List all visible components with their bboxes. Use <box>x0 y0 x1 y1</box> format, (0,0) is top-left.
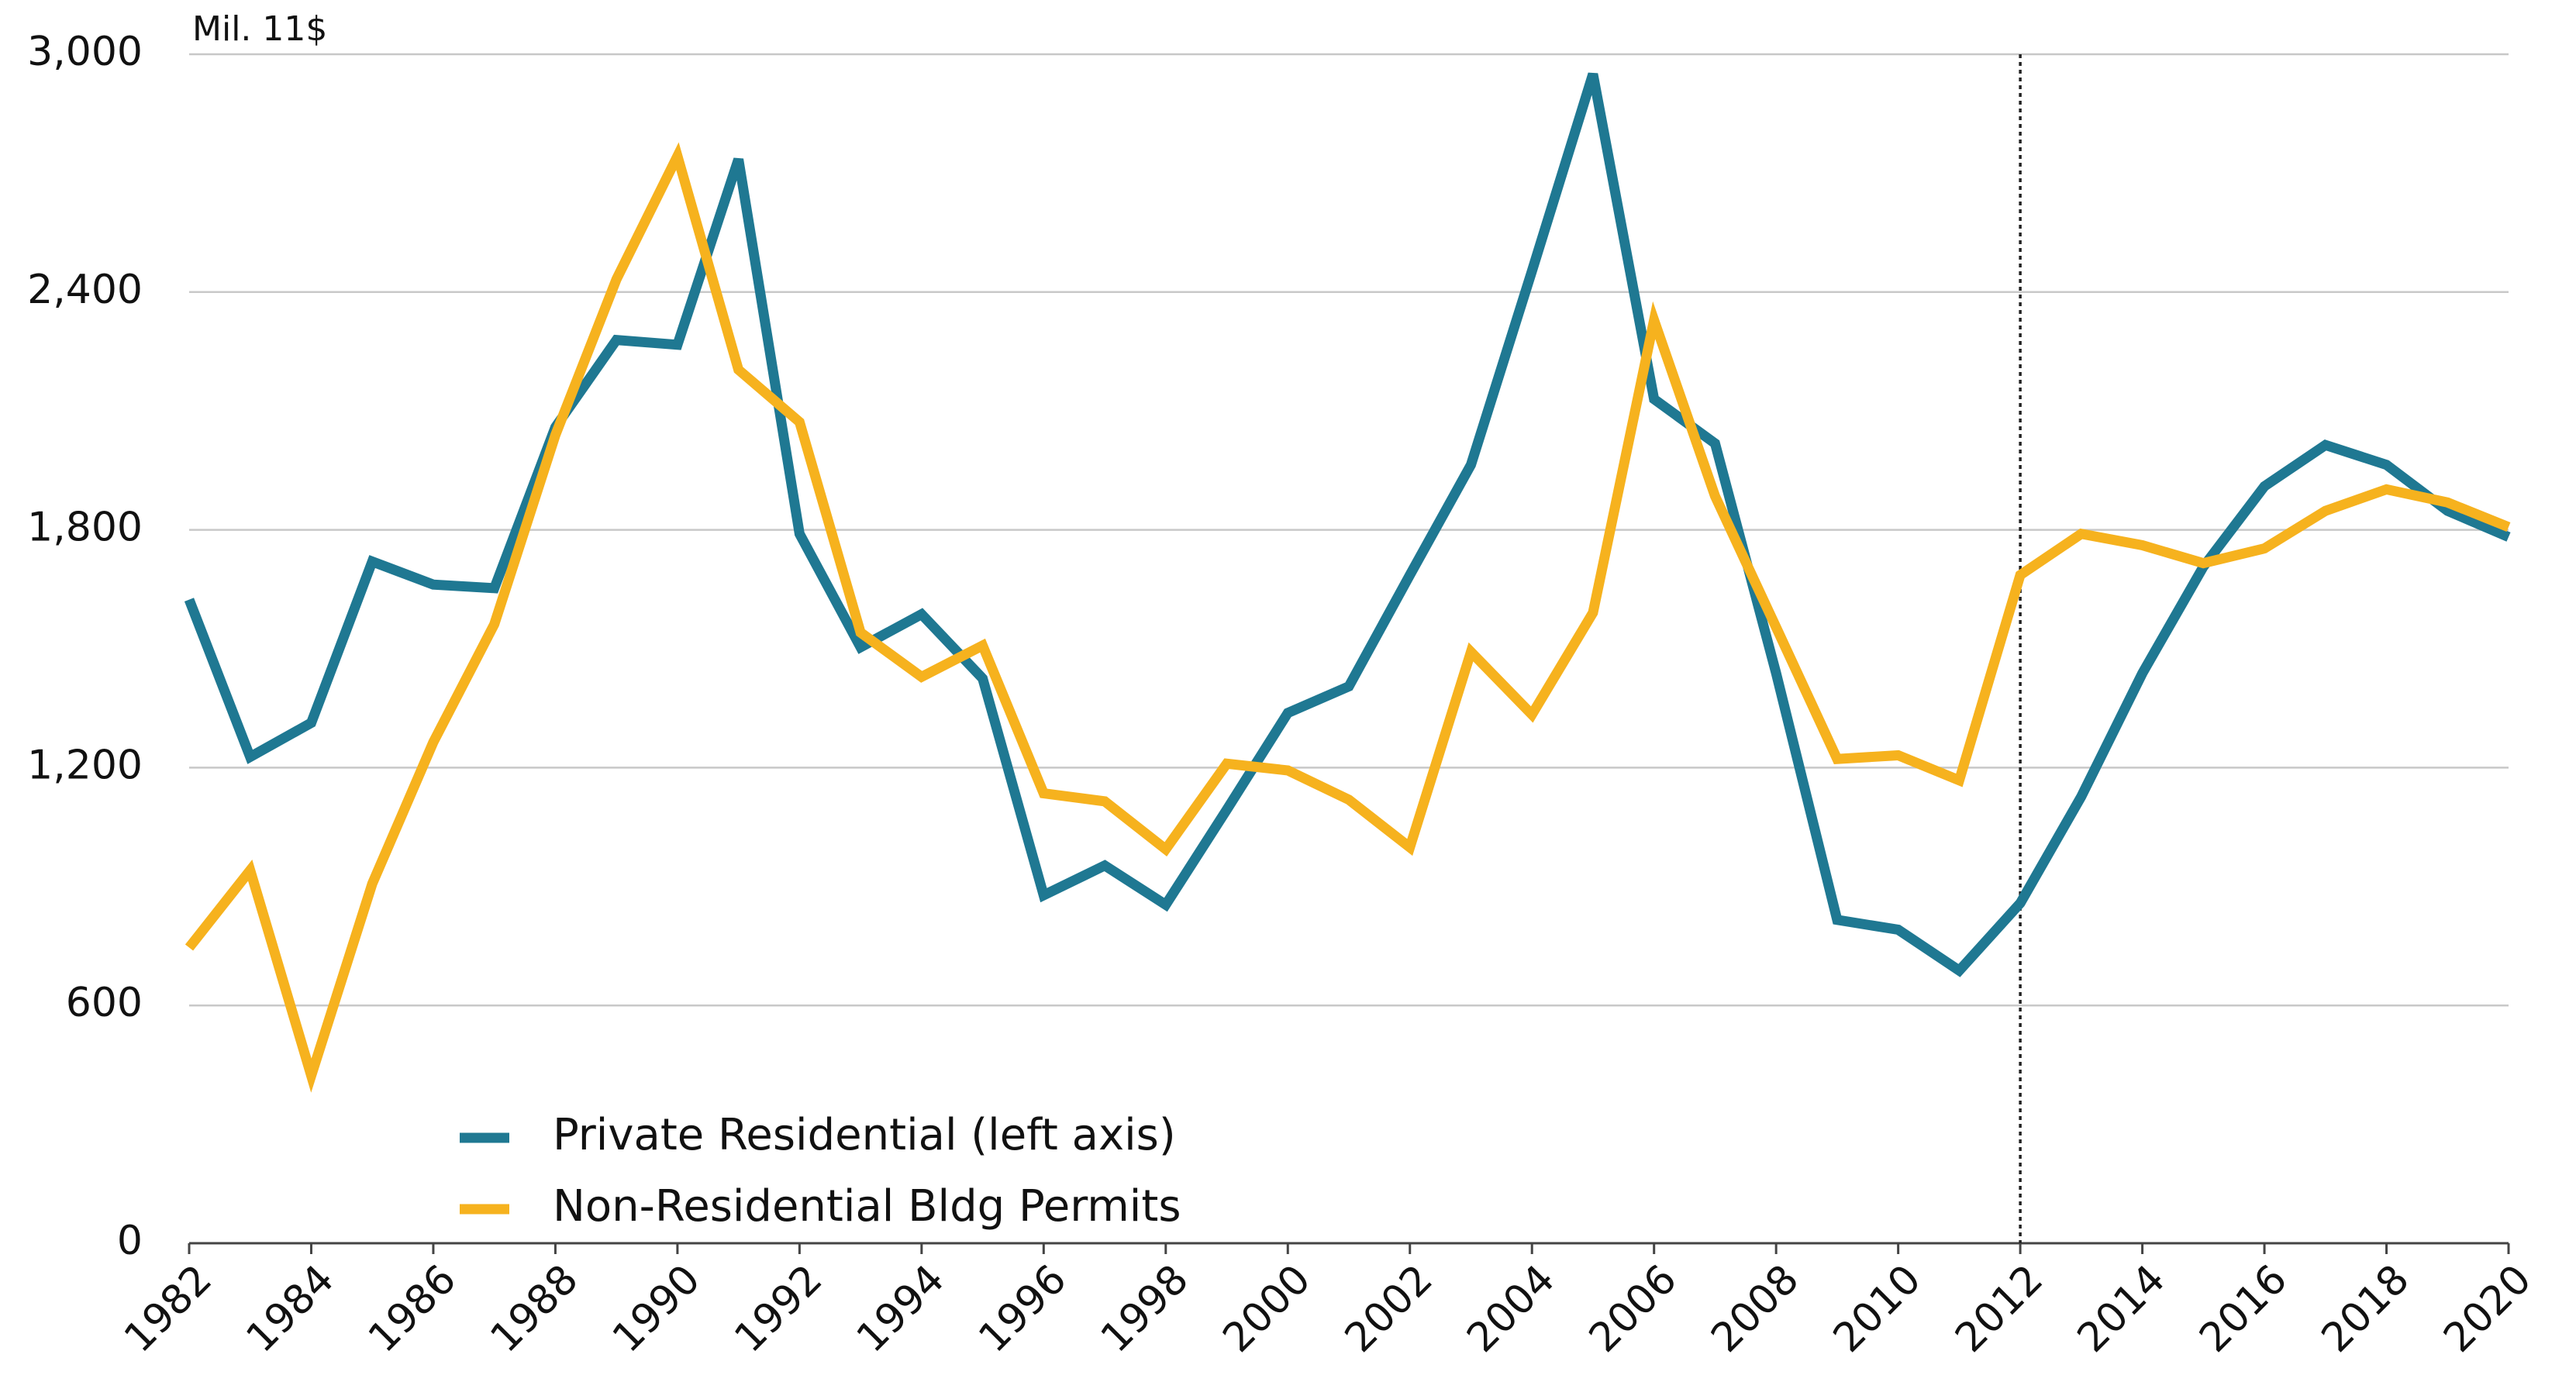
y-axis-label: Mil. 11$ <box>192 9 327 49</box>
x-tick-label: 1988 <box>482 1256 588 1362</box>
x-tick-label: 1996 <box>970 1256 1075 1362</box>
x-tick-label: 2012 <box>1947 1256 2052 1362</box>
series-line <box>184 142 2511 1093</box>
x-tick-label: 2010 <box>1825 1256 1930 1362</box>
y-tick-label: 1,200 <box>27 742 143 788</box>
x-tick-label: 2018 <box>2313 1256 2419 1362</box>
legend-label: Non-Residential Bldg Permits <box>553 1181 1181 1232</box>
x-tick-label: 1990 <box>604 1256 709 1362</box>
x-tick-label: 2006 <box>1581 1256 1686 1362</box>
x-tick-label: 1992 <box>726 1256 831 1362</box>
x-tick-label: 2016 <box>2191 1256 2296 1362</box>
y-tick-label: 1,800 <box>27 505 143 551</box>
x-tick-label: 2004 <box>1458 1256 1564 1362</box>
y-tick-label: 2,400 <box>27 267 143 313</box>
x-tick-label: 1984 <box>238 1256 343 1362</box>
x-tick-label: 2002 <box>1336 1256 1442 1362</box>
x-tick-label: 1994 <box>848 1256 953 1362</box>
x-tick-label: 2008 <box>1702 1256 1808 1362</box>
y-tick-label: 0 <box>117 1218 143 1264</box>
legend-label: Private Residential (left axis) <box>553 1110 1176 1160</box>
x-tick-label: 2000 <box>1214 1256 1319 1362</box>
y-tick-label: 600 <box>66 980 143 1026</box>
series-line <box>184 72 2511 977</box>
x-tick-label: 1982 <box>116 1256 221 1362</box>
x-tick-label: 2014 <box>2069 1256 2174 1362</box>
x-tick-label: 1998 <box>1092 1256 1198 1362</box>
x-tick-label: 2020 <box>2435 1256 2540 1362</box>
x-tick-label: 1986 <box>360 1256 465 1362</box>
y-tick-label: 3,000 <box>27 29 143 75</box>
